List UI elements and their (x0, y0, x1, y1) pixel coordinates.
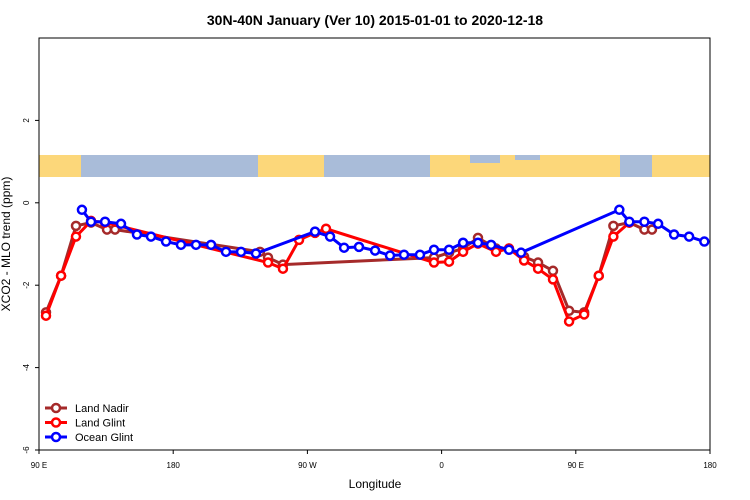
data-point (457, 246, 469, 258)
data-point (532, 263, 544, 274)
data-point (99, 216, 111, 228)
data-point (398, 249, 410, 260)
y-tick-label: -6 (22, 446, 31, 454)
data-point (235, 246, 247, 258)
data-point (309, 226, 321, 237)
data-point (145, 231, 157, 242)
data-point (131, 229, 143, 240)
legend-marker (50, 402, 62, 414)
x-tick-label: 90 E (31, 461, 47, 470)
data-point (277, 263, 289, 274)
data-point (608, 220, 619, 232)
legend-marker (50, 431, 62, 443)
data-point (578, 309, 590, 320)
x-tick-label: 90 E (568, 461, 584, 470)
data-point (353, 241, 365, 253)
data-point (683, 231, 695, 242)
legend-label: Land Glint (75, 418, 125, 430)
legend-marker (50, 417, 62, 428)
data-point (324, 231, 336, 242)
data-point (175, 239, 187, 251)
data-point (369, 245, 381, 256)
data-point (414, 249, 426, 260)
x-tick-label: 180 (703, 461, 717, 470)
data-point (646, 224, 658, 235)
data-point (563, 316, 575, 327)
data-point (70, 220, 82, 232)
y-tick-label: 0 (22, 200, 31, 205)
data-point (614, 204, 625, 216)
y-tick-label: -2 (22, 281, 31, 289)
data-point (428, 244, 440, 256)
data-point (639, 216, 650, 228)
data-point (593, 270, 605, 281)
data-point (160, 236, 172, 247)
data-point (515, 247, 527, 258)
data-point (490, 246, 502, 258)
data-point (699, 236, 710, 247)
data-point (457, 237, 469, 249)
data-point (250, 248, 262, 259)
data-point (70, 231, 82, 242)
data-point (668, 229, 680, 240)
data-point (384, 250, 396, 261)
data-point (338, 242, 350, 253)
data-point (220, 246, 232, 258)
data-point (320, 223, 332, 235)
legend-label: Land Nadir (75, 403, 129, 415)
data-point (190, 239, 202, 251)
data-point (472, 237, 484, 249)
data-point (76, 204, 88, 216)
map-strip (39, 155, 710, 177)
data-point (85, 216, 97, 228)
data-point (503, 244, 515, 256)
legend-label: Ocean Glint (75, 432, 133, 444)
data-point (443, 244, 455, 256)
data-point (262, 257, 274, 268)
chart-title: 30N-40N January (Ver 10) 2015-01-01 to 2… (207, 12, 543, 28)
data-point (443, 256, 455, 267)
y-tick-label: 2 (22, 118, 31, 123)
x-axis-label: Longitude (349, 477, 402, 491)
data-point (115, 218, 127, 230)
data-point (547, 274, 559, 285)
data-point (652, 218, 664, 230)
plot-frame (38, 37, 711, 451)
y-axis-label: XCO2 - MLO trend (ppm) (0, 177, 13, 312)
data-point (205, 239, 217, 251)
y-tick-label: -4 (22, 363, 31, 371)
data-point (55, 270, 67, 281)
data-point (547, 265, 559, 277)
data-point (485, 239, 497, 251)
data-point (608, 231, 619, 242)
data-point (428, 257, 440, 268)
data-point (40, 310, 52, 321)
x-tick-label: 90 W (298, 461, 317, 470)
x-tick-label: 0 (439, 461, 444, 470)
data-point (624, 216, 635, 228)
x-tick-label: 180 (167, 461, 181, 470)
